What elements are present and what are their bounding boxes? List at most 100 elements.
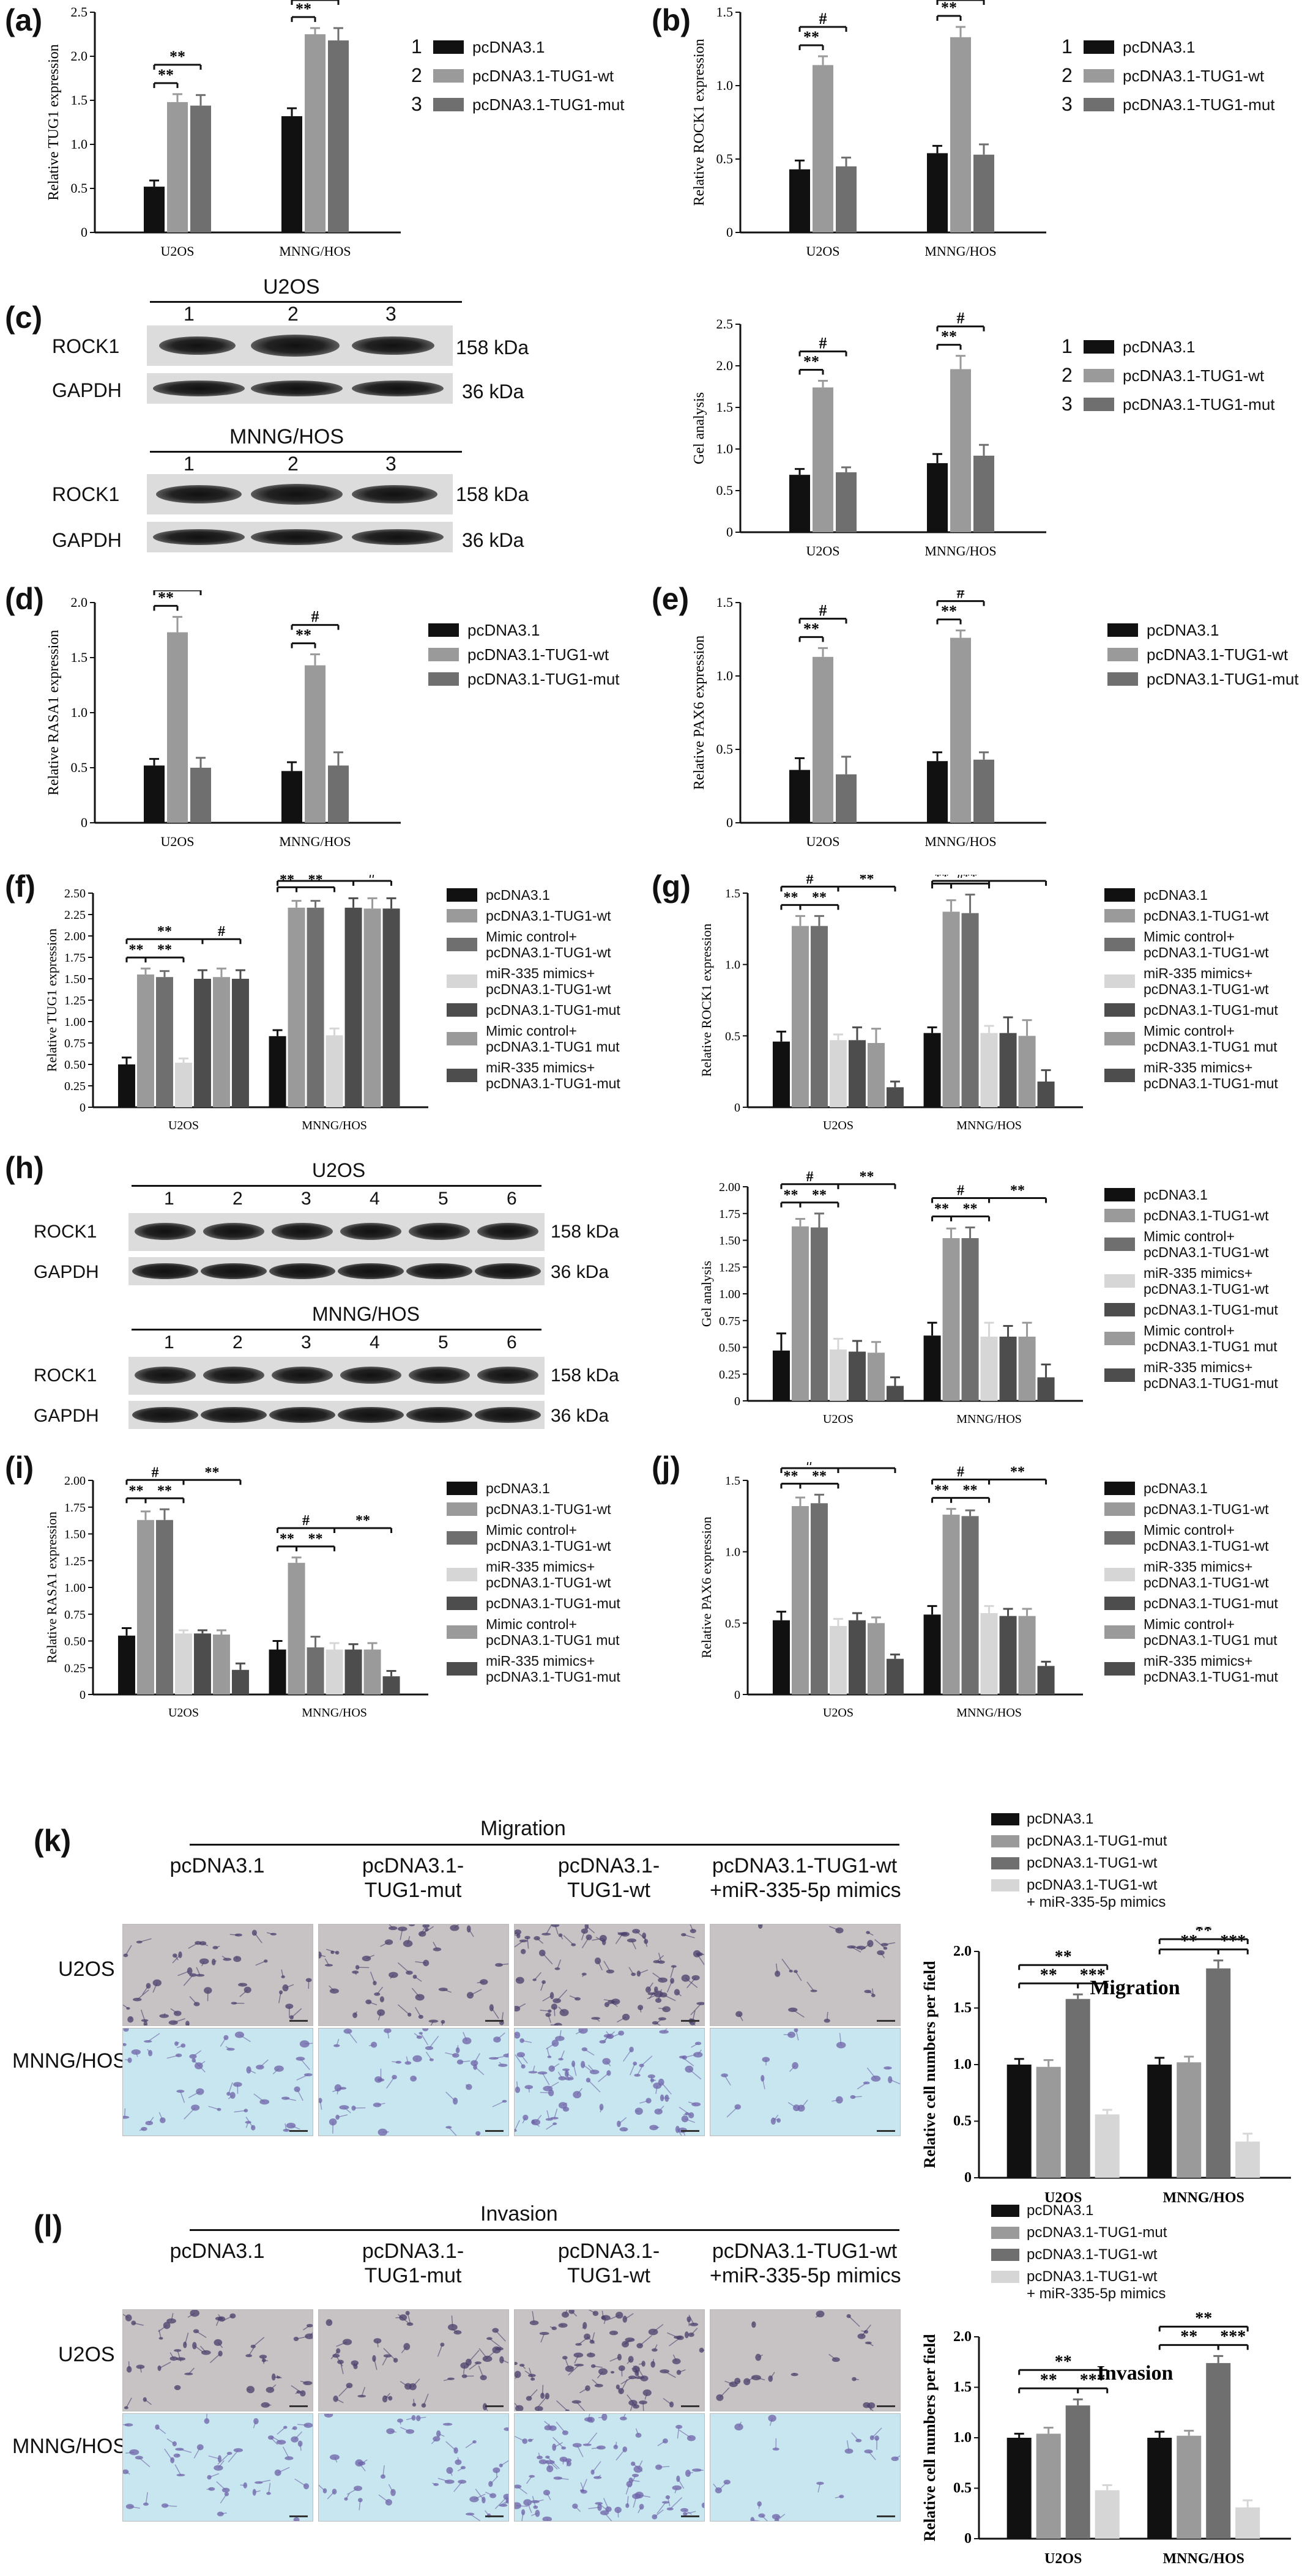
bar <box>886 1386 904 1401</box>
cell-dot <box>238 1983 248 1987</box>
significance-label: ** <box>1055 2352 1072 2371</box>
bar <box>1177 2062 1202 2178</box>
legend-label: pcDNA3.1-TUG1-wt <box>486 1501 611 1517</box>
cell-process <box>457 2467 464 2471</box>
cell-process <box>499 2348 502 2351</box>
cell-process <box>868 2451 876 2460</box>
band <box>352 336 434 355</box>
cell-process <box>718 2481 727 2490</box>
y-tick-label: 1.0 <box>716 668 734 683</box>
cell-dot <box>634 2376 644 2380</box>
significance-label: ** <box>1010 875 1025 882</box>
cell-process <box>158 2325 168 2333</box>
cell-process <box>554 2442 563 2448</box>
cell-process <box>397 1962 410 1973</box>
significance-label: ** <box>1180 1932 1197 1951</box>
legend-swatch <box>1104 1368 1135 1382</box>
western-blot-c: U2OS 1 2 3 ROCK1 158 kDa GAPDH 36 kDa MN… <box>0 269 612 587</box>
cell-dot <box>573 2352 584 2358</box>
blot-row-label-rock1: ROCK1 <box>52 483 120 505</box>
legend-c: 1 pcDNA3.1 2 pcDNA3.1-TUG1-wt 3 pcDNA3.1-TU… <box>1062 335 1275 421</box>
cell-process <box>158 2112 163 2121</box>
cell-process <box>529 2367 534 2380</box>
cell-process <box>277 2427 286 2435</box>
bar <box>1095 2490 1120 2539</box>
x-category-label: MNNG/HOS <box>279 243 351 259</box>
cell-dot <box>515 2086 521 2093</box>
cell-process <box>677 2478 685 2489</box>
legend-d: pcDNA3.1 pcDNA3.1-TUG1-wt pcDNA3.1-TUG1-… <box>428 621 620 694</box>
cell-dot <box>410 2076 417 2082</box>
significance-label: ** <box>157 1483 172 1499</box>
y-tick-label: 1.0 <box>953 2057 972 2073</box>
cell-process <box>582 2064 592 2071</box>
significance-label: ** <box>1010 1183 1025 1199</box>
y-tick-label: 1.25 <box>64 1554 86 1568</box>
legend-label: pcDNA3.1-TUG1-wt + miR-335-5p mimics <box>1027 2268 1166 2302</box>
scale-bar <box>485 2020 504 2022</box>
cell-process <box>598 2073 609 2082</box>
cell-process <box>125 2397 132 2408</box>
band <box>406 1263 472 1279</box>
legend-g: pcDNA3.1 pcDNA3.1-TUG1-wt Mimic control+ p… <box>1104 887 1278 1096</box>
cell-process <box>176 2454 180 2456</box>
cell-dot <box>616 2311 623 2319</box>
micrograph-cells <box>515 1925 704 2025</box>
bar <box>836 774 857 823</box>
cell-process <box>299 2443 302 2451</box>
bar <box>382 908 400 1107</box>
cell-dot <box>578 2029 588 2034</box>
cell-dot <box>333 2396 338 2402</box>
y-axis-label: Relative RASA1 expression <box>46 630 62 796</box>
band <box>338 1263 404 1279</box>
cell-process <box>184 2107 196 2120</box>
y-tick-label: 2.0 <box>71 48 88 64</box>
cell-dot <box>622 2013 630 2021</box>
cell-dot <box>372 2355 376 2362</box>
blot-kda-label: 36 kDa <box>551 1262 609 1282</box>
cell-process <box>688 2068 702 2080</box>
bar <box>973 154 994 232</box>
cell-process <box>166 2438 175 2444</box>
cell-dot <box>374 2076 382 2083</box>
y-axis-label: Gel analysis <box>699 1261 714 1327</box>
bar <box>791 1226 809 1401</box>
cell-process <box>515 1940 524 1948</box>
cell-process <box>592 2379 600 2386</box>
micrograph-cells <box>123 2414 313 2521</box>
cell-process <box>520 2054 528 2064</box>
legend-e: pcDNA3.1 pcDNA3.1-TUG1-wt pcDNA3.1-TUG1-… <box>1107 621 1299 694</box>
legend-row: miR-335 mimics+ pcDNA3.1-TUG1-mut <box>447 1060 620 1091</box>
band <box>406 1407 472 1423</box>
grid-column-label: pcDNA3.1-TUG1-wt +miR-335-5p mimics <box>710 1854 901 1902</box>
cell-process <box>557 2478 569 2480</box>
y-tick-label: 2.0 <box>953 2329 972 2345</box>
cell-dot <box>252 2489 256 2496</box>
band <box>203 1367 264 1384</box>
legend-swatch <box>1104 1568 1135 1581</box>
cell-process <box>423 2393 429 2406</box>
cell-dot <box>836 2041 846 2049</box>
micrograph-cells <box>123 1929 312 2025</box>
cell-dot <box>344 2497 348 2501</box>
blot-row-label-rock1: ROCK1 <box>52 335 120 357</box>
cell-process <box>696 1953 704 1965</box>
cell-dot <box>844 2448 854 2454</box>
blot-title-u2os: U2OS <box>263 275 320 299</box>
bar <box>344 1649 362 1694</box>
cell-dot <box>672 2485 682 2490</box>
lane-number: 6 <box>507 1332 517 1353</box>
cell-dot <box>581 2061 586 2068</box>
cell-process <box>560 1935 564 1940</box>
band <box>352 485 437 503</box>
cell-process <box>176 2045 184 2049</box>
significance-label: # <box>806 875 813 887</box>
cell-dot <box>214 2339 223 2346</box>
bar <box>1206 2363 1231 2539</box>
cell-process <box>757 2354 763 2358</box>
cell-process <box>164 2448 173 2461</box>
cell-process <box>595 2017 600 2022</box>
cell-dot <box>627 1938 637 1943</box>
legend-label: Mimic control+ pcDNA3.1-TUG1-wt <box>486 929 611 960</box>
cell-dot <box>253 2418 259 2425</box>
